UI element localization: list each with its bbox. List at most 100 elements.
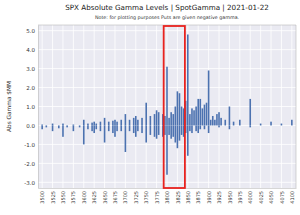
y-tick: -1.0 [24, 142, 38, 148]
bar [199, 125, 201, 129]
x-tick-label: 4000 [247, 191, 253, 204]
x-tick-label: 3850 [185, 191, 191, 204]
bar [249, 99, 251, 126]
x-tick-label: 3900 [206, 191, 212, 204]
x-tick: 3925 [216, 188, 222, 204]
bar [108, 125, 110, 131]
bar [170, 125, 172, 138]
bar [114, 120, 116, 126]
y-tick: 1.0 [26, 104, 38, 110]
y-axis-line [38, 26, 39, 189]
bar [214, 120, 216, 126]
grid-line [208, 25, 209, 188]
x-tick: 3500 [39, 188, 45, 204]
bar [120, 120, 122, 126]
bar [66, 125, 68, 127]
bar [112, 121, 114, 126]
bar [135, 116, 137, 125]
grid-line [291, 25, 292, 188]
bar [270, 122, 272, 126]
x-tick: 3625 [91, 188, 97, 204]
bar [62, 125, 64, 136]
bar [206, 103, 208, 126]
y-tick-label: 1.0 [26, 104, 35, 110]
bar [187, 125, 189, 155]
x-tick-label: 3750 [143, 191, 149, 204]
y-tick-label: 2.0 [26, 85, 35, 91]
x-tick: 3975 [237, 188, 243, 204]
bar [46, 125, 48, 127]
bar [204, 105, 206, 126]
grid-line [198, 25, 199, 188]
highlight [164, 26, 185, 188]
bar [129, 125, 131, 131]
grid-line [229, 25, 230, 188]
y-tick-label: 0.0 [26, 123, 35, 129]
grid-line [146, 25, 147, 188]
bar [177, 91, 179, 125]
bar [95, 124, 97, 126]
x-tick: 3525 [50, 188, 56, 204]
x-tick: 4100 [289, 188, 295, 204]
bar [93, 125, 95, 133]
x-tick-label: 3600 [81, 191, 87, 204]
y-tick-label: 5.0 [26, 28, 35, 34]
bar [166, 125, 168, 174]
grid [38, 25, 296, 188]
bar [179, 93, 181, 125]
bar [79, 125, 81, 127]
bar [73, 125, 75, 131]
y-tick-label: 4.0 [26, 47, 35, 53]
bar [249, 125, 251, 127]
bar [191, 125, 193, 133]
bar [172, 114, 174, 125]
x-tick-label: 3525 [50, 191, 56, 204]
bar [158, 125, 160, 134]
bar [195, 107, 197, 126]
grid-line [135, 25, 136, 188]
bar [260, 124, 262, 126]
bar [187, 34, 189, 125]
x-tick-label: 3800 [164, 191, 170, 204]
bar [100, 125, 102, 131]
x-tick-label: 3700 [122, 191, 128, 204]
bar [52, 124, 54, 126]
bar [166, 67, 168, 126]
bar [291, 120, 293, 126]
x-tick-label: 3875 [195, 191, 201, 204]
y-tick: 5.0 [26, 28, 38, 34]
bar [197, 99, 199, 126]
bar [239, 120, 241, 126]
bar [116, 125, 118, 131]
bar [83, 120, 85, 126]
x-tick-label: 3950 [227, 191, 233, 204]
bar [141, 118, 143, 126]
bar [220, 118, 222, 126]
x-tick-label: 3725 [133, 191, 139, 204]
x-tick-label: 4050 [268, 191, 274, 204]
x-tick: 3650 [102, 188, 108, 204]
bar [100, 122, 102, 126]
grid-line [281, 25, 282, 188]
bar [204, 125, 206, 129]
x-tick-label: 3975 [237, 191, 243, 204]
grid-line [239, 25, 240, 188]
x-tick: 4075 [279, 188, 285, 204]
bar [150, 125, 152, 134]
x-tick: 3600 [81, 188, 87, 204]
x-tick: 4025 [258, 188, 264, 204]
bar [233, 122, 235, 126]
bar [202, 108, 204, 125]
bar [145, 103, 147, 126]
y-tick-label: -1.0 [24, 142, 35, 148]
bar [189, 125, 191, 131]
bar [135, 125, 137, 136]
x-tick-label: 3625 [91, 191, 97, 204]
x-tick: 3800 [164, 188, 170, 204]
y-tick: -2.0 [24, 161, 38, 167]
chart: -3.0-2.0-1.00.01.02.03.04.05.03500352535… [0, 0, 300, 215]
x-tick-label: 3925 [216, 191, 222, 204]
x-tick-label: 3500 [39, 191, 45, 204]
x-tick: 3750 [143, 188, 149, 204]
grid-line [271, 25, 272, 188]
